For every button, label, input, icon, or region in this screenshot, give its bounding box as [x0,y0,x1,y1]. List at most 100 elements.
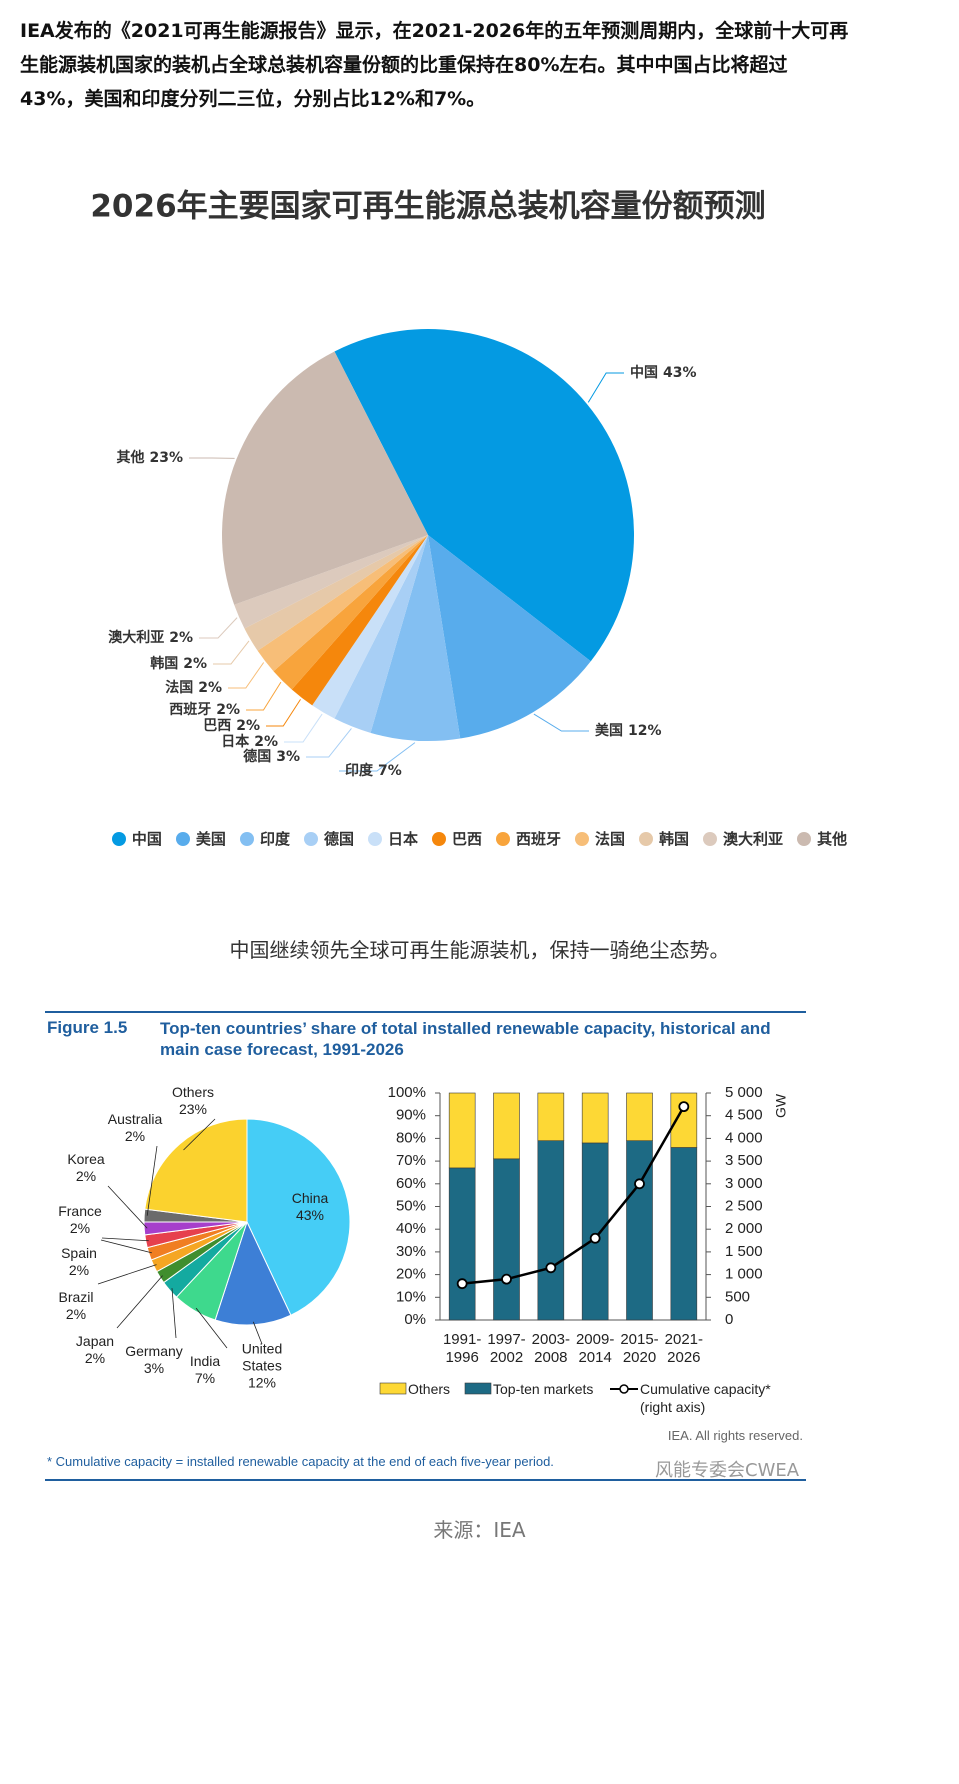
legend-label: Top-ten markets [493,1381,594,1397]
slice-name: 法国 [165,679,193,696]
legend-label: 法国 [595,830,626,848]
slice-name: Australia [107,1111,163,1127]
bar [493,1092,520,1160]
x-tick-label: 1997-2002 [487,1331,526,1366]
watermark: 风能专委会CWEA [655,1460,800,1481]
y2-tick-label: 4 000 [725,1129,763,1146]
leader-line [533,713,589,732]
legend-item: 法国 [575,828,625,849]
leader-line [97,1264,157,1285]
legend-swatch [239,831,254,846]
slice-value: 7% [378,763,402,779]
y2-tick-label: 0 [725,1311,733,1328]
y2-tick-label: 3 500 [725,1152,763,1169]
bar [537,1092,565,1141]
figure-title: Top-ten countries’ share of total instal… [160,1019,771,1059]
slice-label: Australia 2% [95,1111,175,1145]
legend-swatch [379,1382,407,1395]
slice-value: 7% [194,1370,216,1386]
slice-name: 美国 [595,722,623,739]
bar [670,1147,698,1321]
slice-name: 其他 [116,449,144,466]
y2-tick-label: 4 500 [725,1107,763,1124]
copyright: IEA. All rights reserved. [667,1428,803,1443]
leader-line [306,728,352,758]
leader-line [199,617,238,639]
y2-tick-label: 2 500 [725,1197,763,1214]
leader-line [246,681,282,711]
slice-label: Japan 2% [55,1333,135,1367]
pie-slice [246,1118,351,1316]
slice-label: 法国 2% [165,679,222,696]
caption: 中国继续领先全球可再生能源装机，保持一骑绝尘态势。 [229,938,730,962]
legend-swatch [175,831,190,846]
legend-swatch [431,831,446,846]
slice-value: 3% [276,749,300,765]
line-marker [456,1278,468,1290]
leader-line [587,372,624,403]
slice-name: 印度 [345,762,374,779]
pie-slice [428,535,591,739]
legend-swatch [619,1384,629,1394]
legend-item: 中国 [111,828,162,849]
bar [448,1092,476,1169]
slice-value: 2% [183,656,207,672]
slice-label: 德国 3% [243,748,300,765]
slice-label: Korea 2% [46,1151,126,1185]
slice-name: Germany [125,1343,183,1359]
slice-label: 韩国 2% [150,655,207,672]
slice-name: Others [171,1084,214,1100]
slice-name: 中国 [630,364,658,381]
pie-slice [234,535,428,629]
leader-line [183,1118,216,1151]
legend-label: 韩国 [659,830,690,848]
leader-line [146,1145,158,1216]
bar [581,1142,609,1321]
x-tick-label: 2009-2014 [575,1331,615,1366]
y-tick-label: 20% [396,1266,426,1283]
bar [448,1167,476,1321]
legend-item: 其他 [797,828,847,849]
slice-label: 日本 2% [221,733,278,750]
slice-name: China [291,1190,329,1206]
slice-name: Brazil [58,1289,94,1305]
slice-value: 2% [84,1350,106,1366]
leader-line [171,1288,177,1339]
source: 来源：IEA [433,1518,526,1542]
legend-item: 巴西 [431,828,482,849]
x-tick-label: 2003-2008 [531,1331,571,1366]
slice-label: 巴西 2% [203,718,260,734]
line-marker [634,1178,645,1190]
leader-line [213,640,250,665]
slice-name: 澳大利亚 [108,629,164,646]
bar [626,1092,653,1141]
leader-line [100,1239,152,1254]
pie-slice [144,1118,248,1223]
slice-value: 2% [65,1306,87,1322]
x-tick-label: 1991-1996 [442,1331,482,1366]
pie-slice [291,535,428,706]
leader-line [116,1275,163,1329]
y-tick-label: 30% [396,1243,426,1260]
pie-slice [370,535,461,741]
legend-label: 日本 [387,830,418,848]
pie-slice [214,1220,292,1326]
slice-value: 2% [124,1128,146,1144]
legend-label: 澳大利亚 [723,830,784,848]
y-tick-label: 60% [396,1175,426,1192]
line-marker [589,1232,601,1244]
slice-value: 23% [149,450,183,466]
leader-line [284,713,323,743]
legend: 中国 美国 印度 德国 日本 巴西 西班牙 法国 韩国 澳大利亚 其他 [0,828,959,849]
bar [581,1092,609,1144]
line-marker [545,1262,557,1274]
slice-label: 西班牙 2% [169,701,240,718]
legend-label: Others [408,1381,451,1397]
slice-value: 2% [169,630,193,646]
slice-label: 澳大利亚 2% [108,629,193,646]
y2-tick-label: 500 [725,1288,750,1305]
slice-label: India 7% [165,1353,245,1387]
legend-label: 中国 [131,830,162,848]
leader-line [339,742,416,772]
